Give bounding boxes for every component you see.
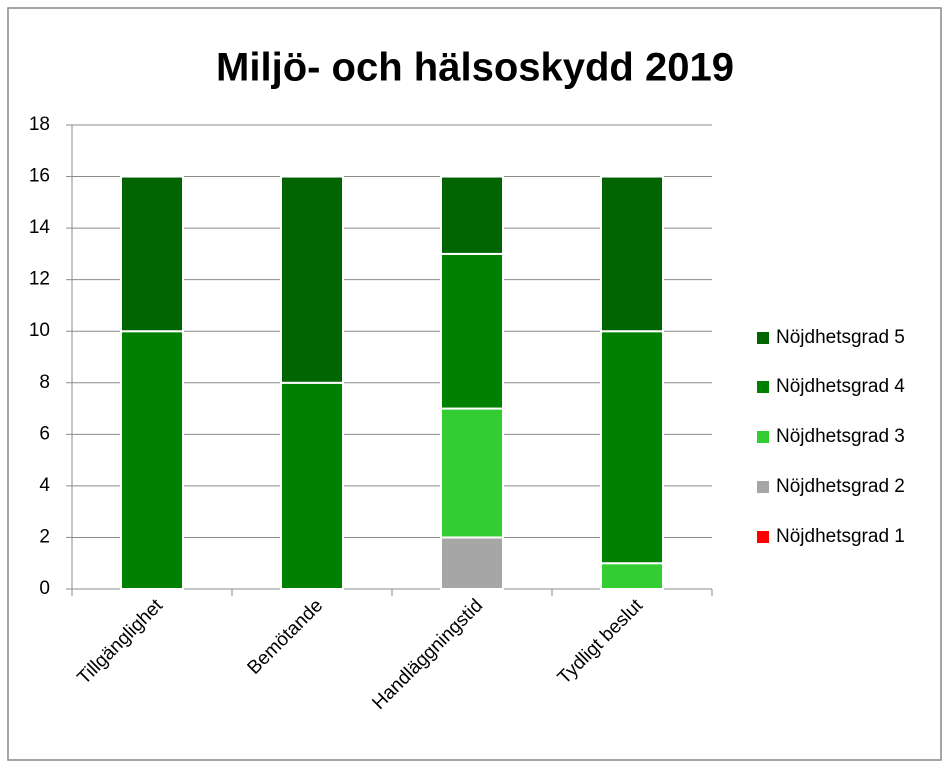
- y-tick-label: 4: [39, 475, 50, 496]
- bar-segment: [600, 175, 664, 333]
- bar-segment: [120, 175, 184, 333]
- y-tick-label: 6: [39, 423, 50, 444]
- y-tick-label: 2: [39, 526, 50, 547]
- bar-segment: [440, 407, 504, 539]
- y-tick-label: 18: [29, 114, 50, 135]
- legend-label: Nöjdhetsgrad 1: [776, 526, 905, 547]
- y-tick-label: 8: [39, 372, 50, 393]
- bar-segment: [280, 381, 344, 590]
- legend-swatch: [757, 431, 769, 443]
- legend-label: Nöjdhetsgrad 3: [776, 426, 905, 447]
- legend-label: Nöjdhetsgrad 5: [776, 327, 905, 348]
- bar-segment: [440, 175, 504, 255]
- legend-swatch: [757, 381, 769, 393]
- bar-segment: [440, 536, 504, 591]
- bar-segment: [600, 330, 664, 565]
- legend-swatch: [757, 481, 769, 493]
- legend-label: Nöjdhetsgrad 4: [776, 376, 905, 397]
- y-tick-label: 12: [29, 269, 50, 290]
- bar-segment: [120, 330, 184, 590]
- y-tick-label: 10: [29, 320, 50, 341]
- y-tick-label: 14: [29, 217, 51, 238]
- bar-segment: [440, 252, 504, 410]
- y-tick-label: 0: [39, 578, 50, 599]
- legend-label: Nöjdhetsgrad 2: [776, 476, 905, 497]
- chart-title: Miljö- och hälsoskydd 2019: [216, 46, 734, 90]
- legend-swatch: [757, 332, 769, 344]
- y-tick-label: 16: [29, 166, 50, 187]
- legend-swatch: [757, 531, 769, 543]
- bar-segment: [280, 175, 344, 384]
- bar-segment: [600, 562, 664, 591]
